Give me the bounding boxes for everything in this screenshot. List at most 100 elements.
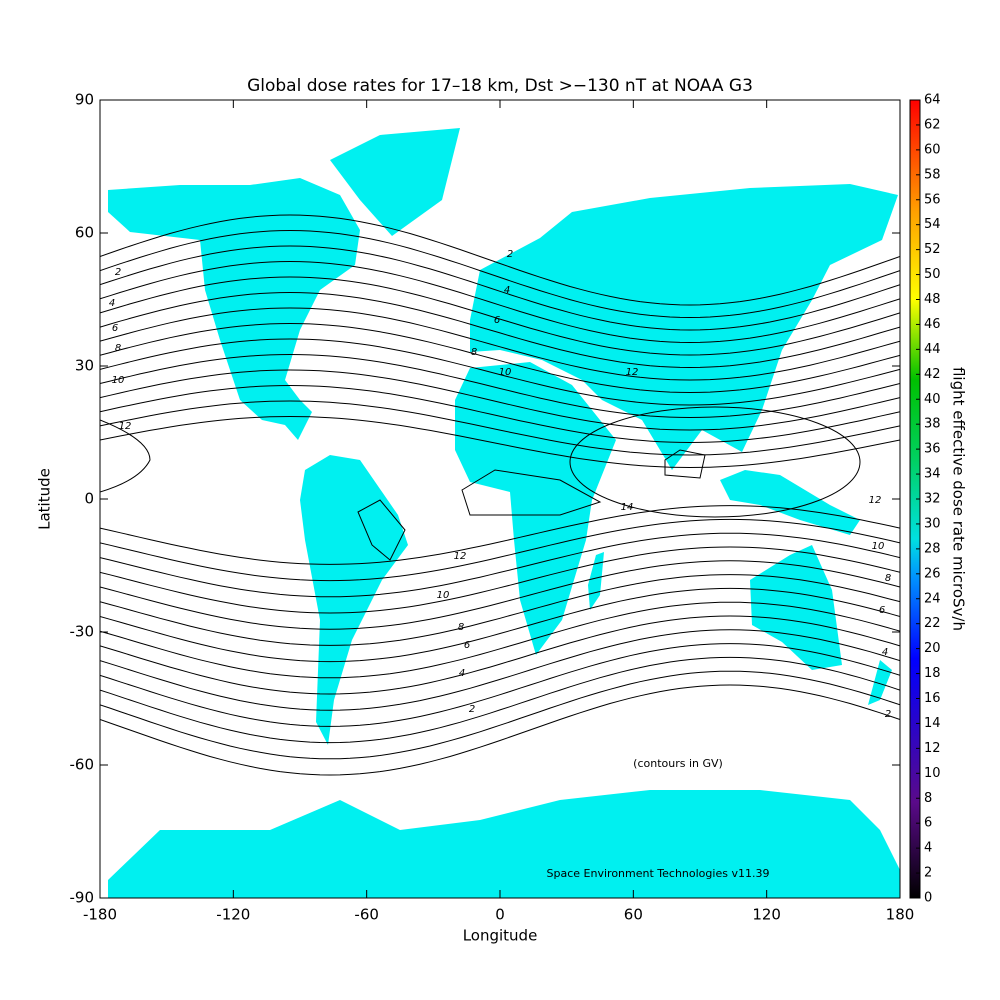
y-tick-label: 90 <box>75 91 94 109</box>
map-title: Global dose rates for 17–18 km, Dst >−13… <box>247 76 753 96</box>
contour-line <box>100 260 900 344</box>
contour-label: 8 <box>115 343 121 354</box>
contour-label: 10 <box>112 375 125 386</box>
x-tick-label: -120 <box>216 906 250 924</box>
contour-line <box>357 499 406 561</box>
contour-label: 2 <box>507 249 513 260</box>
contour-line <box>569 406 861 518</box>
contour-line <box>664 449 706 479</box>
contour-label: 10 <box>872 541 885 552</box>
contour-line <box>100 229 900 319</box>
contour-label: 12 <box>119 421 132 432</box>
colorbar-tick-label: 16 <box>924 691 941 706</box>
contour-label: 4 <box>882 647 888 658</box>
colorbar-tick-label: 48 <box>924 292 941 307</box>
colorbar-tick-label: 0 <box>924 891 932 906</box>
colorbar-tick-label: 12 <box>924 741 941 756</box>
contour-line <box>100 322 900 394</box>
x-tick-label: 180 <box>886 906 915 924</box>
greenland <box>330 128 460 236</box>
contour-line <box>100 546 900 614</box>
x-axis-label: Longitude <box>463 927 538 945</box>
colorbar-tick-label: 62 <box>924 117 941 132</box>
contour-line <box>100 532 900 598</box>
colorbar-tick-label: 40 <box>924 392 941 407</box>
colorbar-tick-label: 38 <box>924 417 941 432</box>
colorbar-tick-label: 28 <box>924 541 941 556</box>
colorbar-tick-label: 56 <box>924 192 941 207</box>
contour-line <box>100 214 900 306</box>
colorbar-tick-label: 2 <box>924 866 932 881</box>
contour-line <box>100 400 900 456</box>
colorbar-tick-label: 4 <box>924 841 932 856</box>
antarctica <box>108 790 900 898</box>
contour-line <box>100 369 900 431</box>
y-tick-label: -90 <box>70 889 95 907</box>
madagascar <box>588 552 604 610</box>
contour-line <box>100 656 900 744</box>
contour-line <box>100 670 900 760</box>
contour-line <box>100 338 900 406</box>
contour-line <box>100 587 900 663</box>
contour-label: 2 <box>115 267 121 278</box>
indonesia <box>720 470 860 535</box>
contour-label: 12 <box>454 551 467 562</box>
contour-line <box>100 574 900 646</box>
colorbar-tick-label: 54 <box>924 217 941 232</box>
colorbar-tick-label: 24 <box>924 591 941 606</box>
contours <box>100 214 900 776</box>
contour-line <box>100 291 900 369</box>
colorbar-tick-label: 46 <box>924 317 941 332</box>
contour-line <box>100 353 900 419</box>
contour-line <box>100 518 900 582</box>
contour-line <box>100 245 900 331</box>
colorbar-tick-label: 60 <box>924 142 941 157</box>
colorbar-tick-label: 8 <box>924 791 932 806</box>
contour-label: 2 <box>885 709 891 720</box>
colorbar-label: flight effective dose rate microSv/h <box>950 367 968 631</box>
colorbar-tick-label: 30 <box>924 516 941 531</box>
y-axis-label: Latitude <box>36 468 54 530</box>
contour-line <box>100 684 900 776</box>
land <box>108 128 900 898</box>
colorbar-tick-label: 22 <box>924 616 941 631</box>
x-tick-label: -180 <box>83 906 117 924</box>
x-tick-label: -60 <box>354 906 379 924</box>
y-tick-label: -60 <box>70 756 95 774</box>
contour-label: 10 <box>437 590 450 601</box>
y-tick-label: 0 <box>84 490 94 508</box>
africa <box>455 362 616 655</box>
contour-line <box>100 643 900 727</box>
contour-label: 8 <box>885 573 891 584</box>
colorbar-tick-label: 44 <box>924 342 941 357</box>
contour-label: 4 <box>504 285 510 296</box>
contour-label: 10 <box>499 367 512 378</box>
contour-line <box>100 419 151 493</box>
contour-label: 12 <box>869 495 882 506</box>
colorbar-tick-label: 32 <box>924 492 941 507</box>
colorbar-tick-label: 20 <box>924 641 941 656</box>
credit: Space Environment Technologies v11.39 <box>547 867 770 880</box>
contour-line <box>100 307 900 381</box>
contour-line <box>100 601 900 679</box>
eurasia <box>470 184 898 470</box>
contour-label: 14 <box>621 502 634 513</box>
colorbar-tick-label: 14 <box>924 716 941 731</box>
contour-label: 4 <box>109 298 115 309</box>
contour-line <box>100 629 900 711</box>
north-america <box>108 178 360 440</box>
contour-label: 6 <box>464 640 470 651</box>
colorbar-tick-label: 64 <box>924 93 941 108</box>
colorbar-tick-label: 50 <box>924 267 941 282</box>
south-america <box>300 455 408 745</box>
x-tick-label: 120 <box>752 906 781 924</box>
contour-label: 8 <box>471 347 477 358</box>
contour-line <box>100 415 900 469</box>
y-tick-label: 60 <box>75 224 94 242</box>
contour-label: 4 <box>459 668 465 679</box>
contour-line <box>100 276 900 356</box>
contour-label: 6 <box>879 605 885 616</box>
contour-line <box>100 560 900 630</box>
y-tick-label: -30 <box>70 623 95 641</box>
